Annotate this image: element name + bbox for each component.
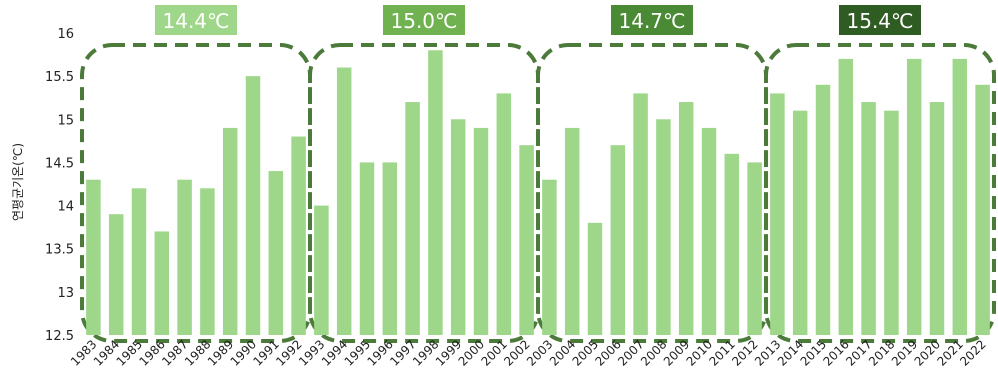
bar-2007 <box>633 93 648 336</box>
bar-2014 <box>792 110 808 336</box>
bar-2005 <box>587 222 603 335</box>
bar-2016 <box>838 58 854 336</box>
decade-badge-label: 14.4℃ <box>163 9 230 33</box>
bar-2018 <box>884 110 899 336</box>
bar-2002 <box>519 145 534 335</box>
decade-badge-1 <box>155 5 237 35</box>
decade-badge-label: 14.7℃ <box>619 9 686 33</box>
y-tick-label: 14.5 <box>45 156 74 171</box>
bar-2012 <box>747 162 762 335</box>
decade-badge-4 <box>839 5 921 35</box>
bar-1997 <box>405 102 420 336</box>
bar-2021 <box>952 58 968 336</box>
y-axis-label: 연평균기온(℃) <box>11 143 25 221</box>
bar-1988 <box>200 188 215 335</box>
bar-1993 <box>314 205 329 335</box>
bar-1999 <box>450 119 466 336</box>
bar-1992 <box>291 136 306 335</box>
decade-average-badges: 14.4℃ 15.0℃ 14.7℃ 15.4℃ <box>155 5 921 35</box>
y-tick-label: 15 <box>57 113 74 128</box>
bar-1987 <box>177 179 192 335</box>
bar-2006 <box>610 145 626 335</box>
bar-1985 <box>131 188 147 335</box>
bar-2008 <box>656 119 671 336</box>
y-axis-ticks: 12.5 13 13.5 14 14.5 15 15.5 16 <box>45 27 74 344</box>
y-tick-label: 16 <box>57 27 74 42</box>
bar-1990 <box>245 76 261 336</box>
bar-2003 <box>542 179 557 335</box>
bar-1984 <box>108 214 124 335</box>
bar-2010 <box>701 127 717 336</box>
decade-group-box-1 <box>80 43 312 343</box>
decade-group-boxes <box>80 43 996 343</box>
y-tick-label: 13 <box>57 286 74 301</box>
decade-group-box-4 <box>764 43 996 343</box>
decade-badge-2 <box>383 5 465 35</box>
x-tick-label: 2022 <box>957 337 988 368</box>
decade-group-box-3 <box>536 43 768 343</box>
bar-1995 <box>359 162 375 335</box>
bar-2019 <box>906 58 922 336</box>
bar-2022 <box>975 84 990 336</box>
bar-1998 <box>428 50 443 335</box>
bar-1986 <box>154 231 170 335</box>
y-tick-label: 15.5 <box>45 70 74 85</box>
bar-1994 <box>336 67 352 335</box>
bar-2004 <box>564 127 580 336</box>
decade-badge-label: 15.4℃ <box>847 9 914 33</box>
decade-group-box-2 <box>308 43 540 343</box>
bar-2020 <box>929 102 945 336</box>
bar-2015 <box>815 84 831 336</box>
bars <box>86 50 990 336</box>
bar-2000 <box>473 127 489 336</box>
bar-2013 <box>770 93 785 336</box>
bar-1989 <box>222 127 238 336</box>
decade-badge-3 <box>611 5 693 35</box>
bar-2009 <box>678 102 694 336</box>
bar-1983 <box>86 179 101 335</box>
decade-badge-label: 15.0℃ <box>391 9 458 33</box>
bar-2001 <box>496 93 512 336</box>
bar-1991 <box>268 171 284 335</box>
y-tick-label: 13.5 <box>45 243 74 258</box>
y-tick-label: 14 <box>57 200 74 215</box>
bar-1996 <box>382 162 398 335</box>
y-tick-label: 12.5 <box>45 329 74 344</box>
bar-2017 <box>861 102 876 336</box>
bar-2011 <box>724 153 740 335</box>
